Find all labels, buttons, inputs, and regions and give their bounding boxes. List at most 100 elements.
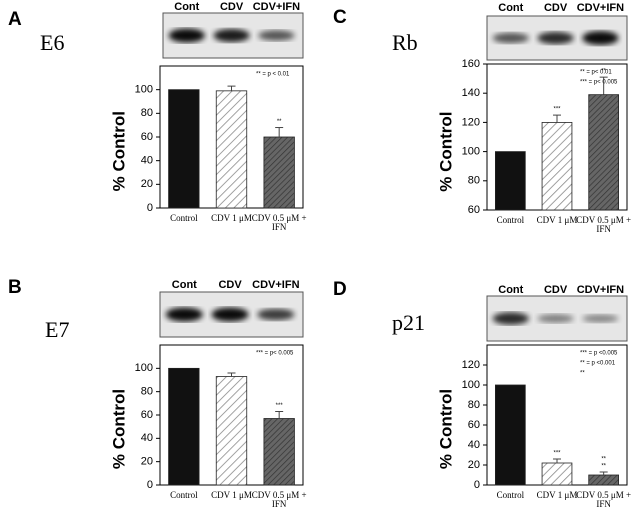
gene-label: Rb xyxy=(392,30,418,55)
y-tick-label: 80 xyxy=(141,386,153,398)
significance-legend: ** xyxy=(580,371,585,377)
y-axis-label: % Control xyxy=(109,389,128,469)
x-tick-label: Control xyxy=(496,215,525,225)
significance-legend: *** = p< 0.005 xyxy=(256,351,294,357)
blot-band xyxy=(213,28,250,43)
y-tick-label: 20 xyxy=(141,178,153,190)
blot-lane-label: CDV xyxy=(220,1,244,13)
blot-band xyxy=(582,314,619,323)
significance-mark: *** xyxy=(553,107,561,113)
bar xyxy=(494,384,526,486)
significance-legend: *** = p< 0.005 xyxy=(580,80,618,86)
y-tick-label: 40 xyxy=(468,439,480,451)
significance-legend: *** = p <0.005 xyxy=(580,351,618,357)
y-tick-label: 120 xyxy=(462,116,480,128)
blot-band xyxy=(257,308,295,321)
x-tick-label: CDV 0.5 μM + IFN xyxy=(251,490,307,510)
gene-label: E7 xyxy=(45,317,69,342)
panel-letter: D xyxy=(333,279,347,300)
x-tick-label: CDV 1 μM xyxy=(211,490,252,500)
y-tick-label: 140 xyxy=(462,87,480,99)
y-tick-label: 40 xyxy=(141,432,153,444)
y-tick-label: 60 xyxy=(141,409,153,421)
y-tick-label: 40 xyxy=(141,155,153,167)
significance-legend: ** = p < 0.01 xyxy=(256,72,290,78)
y-tick-label: 160 xyxy=(462,58,480,70)
x-tick-label: Control xyxy=(170,213,198,223)
y-tick-label: 100 xyxy=(135,84,153,96)
panel-letter: A xyxy=(8,9,22,30)
x-tick-label: CDV 1 μM xyxy=(211,213,252,223)
blot-band xyxy=(492,312,529,325)
significance-legend: ** = p <0.001 xyxy=(580,361,616,367)
panel-letter: B xyxy=(8,277,22,298)
x-tick-label: CDV 0.5 μM + IFN xyxy=(576,490,632,510)
significance-mark: ** xyxy=(277,119,282,125)
blot-lane-label: Cont xyxy=(174,1,199,13)
y-axis-label: % Control xyxy=(109,111,128,191)
bar xyxy=(263,418,295,486)
blot-band xyxy=(168,28,205,43)
significance-mark: *** xyxy=(553,451,561,457)
y-tick-label: 0 xyxy=(147,479,153,491)
blot-lane-label: Cont xyxy=(498,284,523,296)
bar xyxy=(588,94,620,211)
bar xyxy=(588,474,620,486)
blot-band xyxy=(492,32,529,44)
y-tick-label: 100 xyxy=(462,146,480,158)
gene-label: p21 xyxy=(392,310,425,335)
significance-mark: ** xyxy=(601,464,606,470)
y-tick-label: 100 xyxy=(462,379,480,391)
blot-lane-label: CDV+IFN xyxy=(252,279,299,291)
bar xyxy=(263,136,295,209)
y-tick-label: 0 xyxy=(474,479,480,491)
x-tick-label: CDV 1 μM xyxy=(536,490,578,500)
significance-mark: *** xyxy=(276,403,284,409)
blot-band xyxy=(211,307,249,322)
y-axis-label: % Control xyxy=(436,389,455,469)
x-tick-label: Control xyxy=(170,490,198,500)
bar xyxy=(541,122,573,211)
y-tick-label: 80 xyxy=(141,107,153,119)
y-tick-label: 60 xyxy=(468,204,480,216)
gene-label: E6 xyxy=(40,30,64,55)
blot-band xyxy=(258,30,295,41)
significance-legend: ** = p< 0.01 xyxy=(580,70,612,76)
y-tick-label: 120 xyxy=(462,359,480,371)
blot-band xyxy=(165,307,203,322)
blot-band xyxy=(537,31,574,45)
panel-letter: C xyxy=(333,7,347,28)
bar xyxy=(168,89,200,209)
blot-lane-label: CDV+IFN xyxy=(577,284,624,296)
bar xyxy=(168,367,200,486)
significance-mark: ** xyxy=(601,69,606,75)
y-axis-label: % Control xyxy=(436,111,455,191)
blot-band xyxy=(582,31,619,45)
bar xyxy=(541,462,573,486)
significance-mark: ** xyxy=(601,457,606,463)
y-tick-label: 80 xyxy=(468,399,480,411)
blot-lane-label: Cont xyxy=(498,2,523,14)
blot-lane-label: Cont xyxy=(172,279,197,291)
blot-lane-label: CDV+IFN xyxy=(577,2,624,14)
bar xyxy=(494,151,526,211)
y-tick-label: 60 xyxy=(141,131,153,143)
x-tick-label: Control xyxy=(496,490,525,500)
blot-lane-label: CDV+IFN xyxy=(253,1,300,13)
bar xyxy=(215,376,248,486)
y-tick-label: 0 xyxy=(147,202,153,214)
blot-lane-label: CDV xyxy=(218,279,242,291)
blot-lane-label: CDV xyxy=(544,2,568,14)
y-tick-label: 100 xyxy=(135,362,153,374)
y-tick-label: 60 xyxy=(468,419,480,431)
blot-band xyxy=(537,314,574,323)
x-tick-label: CDV 0.5 μM + IFN xyxy=(576,215,632,235)
y-tick-label: 20 xyxy=(468,459,480,471)
bar xyxy=(215,90,248,209)
y-tick-label: 20 xyxy=(141,456,153,468)
blot-lane-label: CDV xyxy=(544,284,568,296)
x-tick-label: CDV 1 μM xyxy=(536,215,578,225)
y-tick-label: 80 xyxy=(468,175,480,187)
